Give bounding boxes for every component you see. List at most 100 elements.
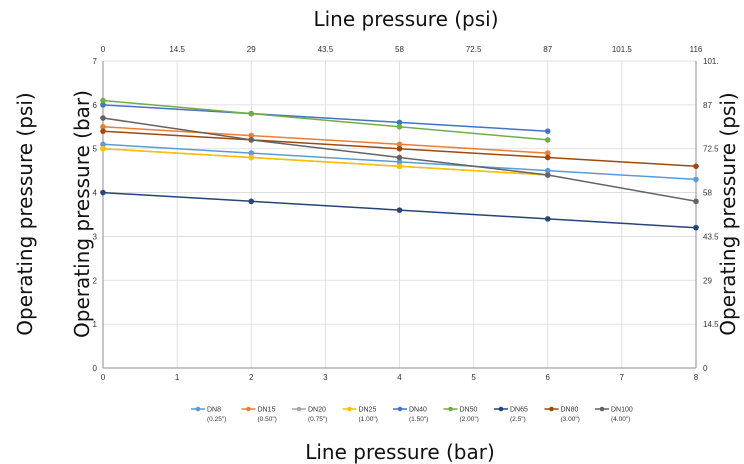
legend-swatch-marker: [347, 406, 352, 412]
data-point-dn50: [544, 137, 551, 143]
y-tick-label: 5: [93, 145, 98, 154]
data-point-dn25: [396, 163, 403, 170]
legend-label: DN25: [359, 407, 377, 414]
data-point-dn65: [100, 189, 106, 196]
y-tick-label: 3: [93, 232, 98, 241]
data-point-dn80: [693, 163, 699, 170]
legend-sublabel: (2.00"): [460, 416, 479, 423]
data-point-dn8: [544, 167, 551, 174]
x-axis-bottom-title: Line pressure (bar): [305, 440, 495, 464]
x-tick-label: 7: [620, 373, 625, 382]
y-right-tick-label: 29: [703, 276, 712, 285]
data-point-dn50: [248, 110, 255, 117]
data-point-dn80: [100, 128, 106, 134]
legend-sublabel: (2.5"): [510, 416, 526, 423]
legend: DN8 (0.25") DN15 (0.50") DN20 (0.75") DN25 (1.0…: [191, 406, 633, 423]
legend-sublabel: (3.00"): [561, 416, 580, 423]
legend-label: DN80: [561, 407, 579, 414]
axes: [102, 61, 697, 369]
x-tick-label: 5: [471, 373, 476, 382]
y-right-tick-label: 87: [703, 101, 712, 110]
x-axis-top-title: Line pressure (psi): [313, 7, 498, 31]
y-right-tick-label: 43.5: [703, 232, 719, 241]
legend-sublabel: (1.00"): [359, 416, 378, 423]
y-tick-label: 1: [93, 320, 98, 329]
data-point-dn50: [396, 123, 403, 130]
legend-swatch-marker: [195, 406, 201, 412]
legend-label: DN40: [409, 407, 427, 414]
legend-label: DN50: [460, 407, 478, 414]
legend-label: DN8: [207, 407, 221, 414]
y-tick-label: 0: [93, 364, 98, 373]
y-axis-left-inner-title: Operating pressure (bar): [70, 90, 94, 338]
x-top-tick-label: 0: [101, 45, 106, 54]
data-point-dn65: [248, 198, 255, 205]
data-point-dn8: [248, 150, 255, 156]
data-point-dn100: [248, 137, 255, 143]
legend-sublabel: (1.50"): [409, 416, 428, 423]
data-point-dn65: [396, 207, 403, 213]
series-line-dn50: [102, 99, 548, 141]
data-point-dn50: [100, 97, 106, 104]
data-point-dn65: [544, 216, 551, 222]
legend-sublabel: (0.25"): [207, 416, 226, 423]
data-point-dn80: [396, 145, 403, 152]
data-point-dn40: [544, 128, 551, 134]
x-top-tick-label: 43.5: [318, 45, 334, 54]
x-top-tick-label: 101.5: [612, 45, 633, 54]
x-top-tick-label: 29: [247, 45, 256, 54]
legend-label: DN100: [611, 407, 633, 414]
x-top-tick-label: 58: [395, 45, 404, 54]
legend-label: DN15: [258, 407, 276, 414]
data-point-dn8: [396, 159, 403, 165]
x-tick-label: 2: [249, 373, 254, 382]
x-tick-label: 3: [323, 373, 328, 382]
y-right-tick-label: 101.: [703, 57, 719, 66]
x-tick-label: 4: [397, 373, 402, 382]
y-tick-label: 2: [93, 276, 98, 285]
legend-swatch-marker: [549, 406, 554, 412]
y-tick-label: 7: [93, 57, 98, 66]
series-line-dn25: [102, 147, 548, 176]
y-right-tick-label: 0: [703, 364, 708, 373]
legend-label: DN65: [510, 407, 528, 414]
legend-sublabel: (0.75"): [308, 416, 327, 423]
y-axis-left-outer-title: Operating pressure (psi): [13, 92, 37, 335]
data-point-dn25: [248, 154, 255, 161]
x-tick-label: 1: [175, 373, 180, 382]
y-right-tick-label: 58: [703, 189, 712, 198]
y-tick-label: 6: [93, 101, 98, 110]
data-point-dn100: [544, 172, 551, 178]
data-point-dn15: [396, 141, 403, 148]
grid: [102, 60, 697, 369]
legend-swatch-marker: [246, 406, 251, 412]
legend-swatch-marker: [397, 406, 403, 412]
series-line-dn40: [102, 104, 548, 132]
x-tick-label: 0: [101, 373, 106, 382]
y-axis-right-title: Operating pressure (psi): [716, 92, 740, 335]
legend-swatch-marker: [296, 406, 302, 412]
data-point-dn100: [693, 198, 699, 205]
tick-labels: 0 1 2 3 4 5 6 7 80 14.5 29 43.5 58 72.5 87 101.5 1160123…: [93, 45, 720, 382]
legend-swatch-marker: [448, 406, 453, 412]
legend-swatch-marker: [599, 406, 605, 412]
legend-swatch-marker: [498, 406, 504, 412]
x-top-tick-label: 72.5: [466, 45, 482, 54]
series-line-dn15: [102, 126, 548, 154]
x-top-tick-label: 14.5: [169, 45, 185, 54]
x-tick-label: 8: [694, 373, 699, 382]
data-point-dn15: [248, 132, 255, 139]
data-point-dn15: [100, 123, 106, 130]
data-point-dn8: [693, 176, 699, 183]
data-point-dn25: [100, 145, 106, 152]
x-tick-label: 6: [546, 373, 551, 382]
data-point-dn80: [544, 154, 551, 161]
legend-sublabel: (4.00"): [611, 416, 630, 423]
data-point-dn40: [100, 102, 106, 108]
x-top-tick-label: 87: [543, 45, 552, 54]
data-point-dn100: [396, 154, 403, 161]
data-point-dn100: [100, 115, 106, 121]
y-right-tick-label: 72.5: [703, 145, 719, 154]
y-right-tick-label: 14.5: [703, 320, 719, 329]
